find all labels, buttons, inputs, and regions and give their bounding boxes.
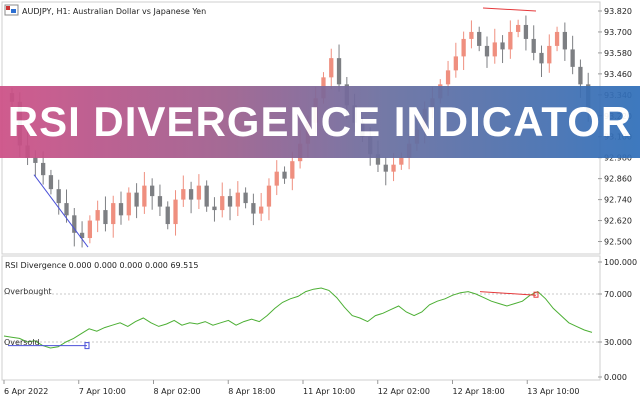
candle-body <box>336 58 342 85</box>
candle-body <box>79 232 85 239</box>
symbol-caption-text: AUDJPY, H1: Australian Dollar vs Japanes… <box>22 7 206 16</box>
candle-body <box>126 192 131 216</box>
candle-body <box>48 175 54 190</box>
candle-body <box>391 164 396 172</box>
candle-body <box>274 171 279 186</box>
rsi-line <box>3 287 593 349</box>
rsi-bullish-marker <box>84 342 90 350</box>
candle-body <box>157 196 163 207</box>
candle-body <box>562 31 567 50</box>
time-tick-label: 8 Apr 02:00 <box>154 387 201 396</box>
rsi-tick-label: 30.000 <box>604 338 632 347</box>
indicator-caption: RSI Divergence 0.000 0.000 0.000 0.000 6… <box>5 261 198 270</box>
candle-body <box>266 185 272 207</box>
candle-body <box>531 38 536 53</box>
rsi-tick-label: 100.000 <box>604 258 637 267</box>
candle-body <box>87 220 93 239</box>
candle-body <box>134 192 139 207</box>
time-tick-label: 8 Apr 18:00 <box>228 387 275 396</box>
candle-body <box>492 42 497 57</box>
candle-body <box>165 206 170 225</box>
candle-body <box>243 192 248 204</box>
symbol-caption: AUDJPY, H1: Australian Dollar vs Japanes… <box>4 4 206 16</box>
candle-body <box>290 161 295 179</box>
candle-body <box>570 49 575 67</box>
candle-body <box>523 24 529 39</box>
price-tick-label: 92.980 <box>604 154 632 163</box>
price-tick-label: 92.740 <box>604 196 632 205</box>
price-tick-label: 93.580 <box>604 49 632 58</box>
candle-body <box>196 185 202 200</box>
candle-body <box>554 31 560 46</box>
candle-body <box>204 185 209 207</box>
overbought-label: Overbought <box>4 287 52 296</box>
candle-body <box>118 203 124 216</box>
candle-body <box>282 171 287 179</box>
candle-body <box>235 192 240 207</box>
chart-window-icon-red <box>6 6 10 10</box>
candle-body <box>251 203 256 214</box>
candle-body <box>188 189 194 200</box>
rsi-series <box>3 287 593 350</box>
time-tick-label: 11 Apr 10:00 <box>303 387 355 396</box>
candle-body <box>477 31 482 46</box>
price-tick-label: 92.860 <box>604 175 632 184</box>
candle-body <box>484 45 490 57</box>
candle-body <box>33 157 38 163</box>
candle-body <box>329 58 334 78</box>
bearish-divergence-line <box>482 7 537 12</box>
candle-body <box>461 38 466 57</box>
banner-title: RSI DIVERGENCE INDICATOR <box>7 98 633 145</box>
bullish-divergence-line <box>33 174 89 248</box>
rsi-bearish-divergence <box>479 291 537 296</box>
candle-body <box>212 206 217 211</box>
candle-body <box>56 189 61 204</box>
time-tick-label: 12 Apr 18:00 <box>453 387 505 396</box>
candle-body <box>173 199 178 225</box>
oversold-label: Oversold <box>4 338 40 347</box>
candle-body <box>72 215 77 233</box>
candle-body <box>227 196 233 207</box>
candle-body <box>111 203 116 225</box>
candle-body <box>150 185 155 197</box>
candle-body <box>64 203 69 216</box>
rsi-bearish-marker <box>533 291 539 298</box>
price-tick-label: 92.500 <box>604 238 632 247</box>
candle-body <box>469 31 474 39</box>
candle-body <box>259 206 264 214</box>
time-axis: 6 Apr 2022 7 Apr 10:00 8 Apr 02:00 8 Apr 18… <box>3 380 579 396</box>
time-tick-label: 6 Apr 2022 <box>4 387 48 396</box>
time-tick-label: 12 Apr 02:00 <box>378 387 430 396</box>
candle-body <box>220 196 225 211</box>
candle-body <box>578 66 583 85</box>
price-tick-label: 93.820 <box>604 7 632 16</box>
price-tick-label: 93.460 <box>604 70 632 79</box>
candle-body <box>375 154 381 165</box>
candle-body <box>181 189 186 200</box>
candle-body <box>383 164 388 172</box>
candle-body <box>453 56 458 71</box>
candle-body <box>103 210 108 225</box>
candle-body <box>515 24 521 32</box>
price-tick-label: 93.700 <box>604 28 632 37</box>
candle-body <box>399 157 404 165</box>
candle-body <box>539 52 544 64</box>
candle-body <box>445 70 451 85</box>
rsi-tick-label: 0.000 <box>604 373 627 382</box>
candle-body <box>547 45 552 64</box>
candle-body <box>41 162 46 176</box>
title-banner: RSI DIVERGENCE INDICATOR <box>0 86 640 158</box>
price-tick-label: 92.620 <box>604 217 632 226</box>
chart-window-icon-blue <box>11 9 16 13</box>
indicator-panel-frame <box>1 255 601 381</box>
rsi-tick-label: 70.000 <box>604 290 632 299</box>
time-tick-label: 13 Apr 10:00 <box>527 387 579 396</box>
candle-body <box>142 185 147 207</box>
candle-body <box>500 42 505 50</box>
time-tick-label: 7 Apr 10:00 <box>79 387 126 396</box>
candle-body <box>95 210 100 221</box>
candle-body <box>508 31 513 50</box>
